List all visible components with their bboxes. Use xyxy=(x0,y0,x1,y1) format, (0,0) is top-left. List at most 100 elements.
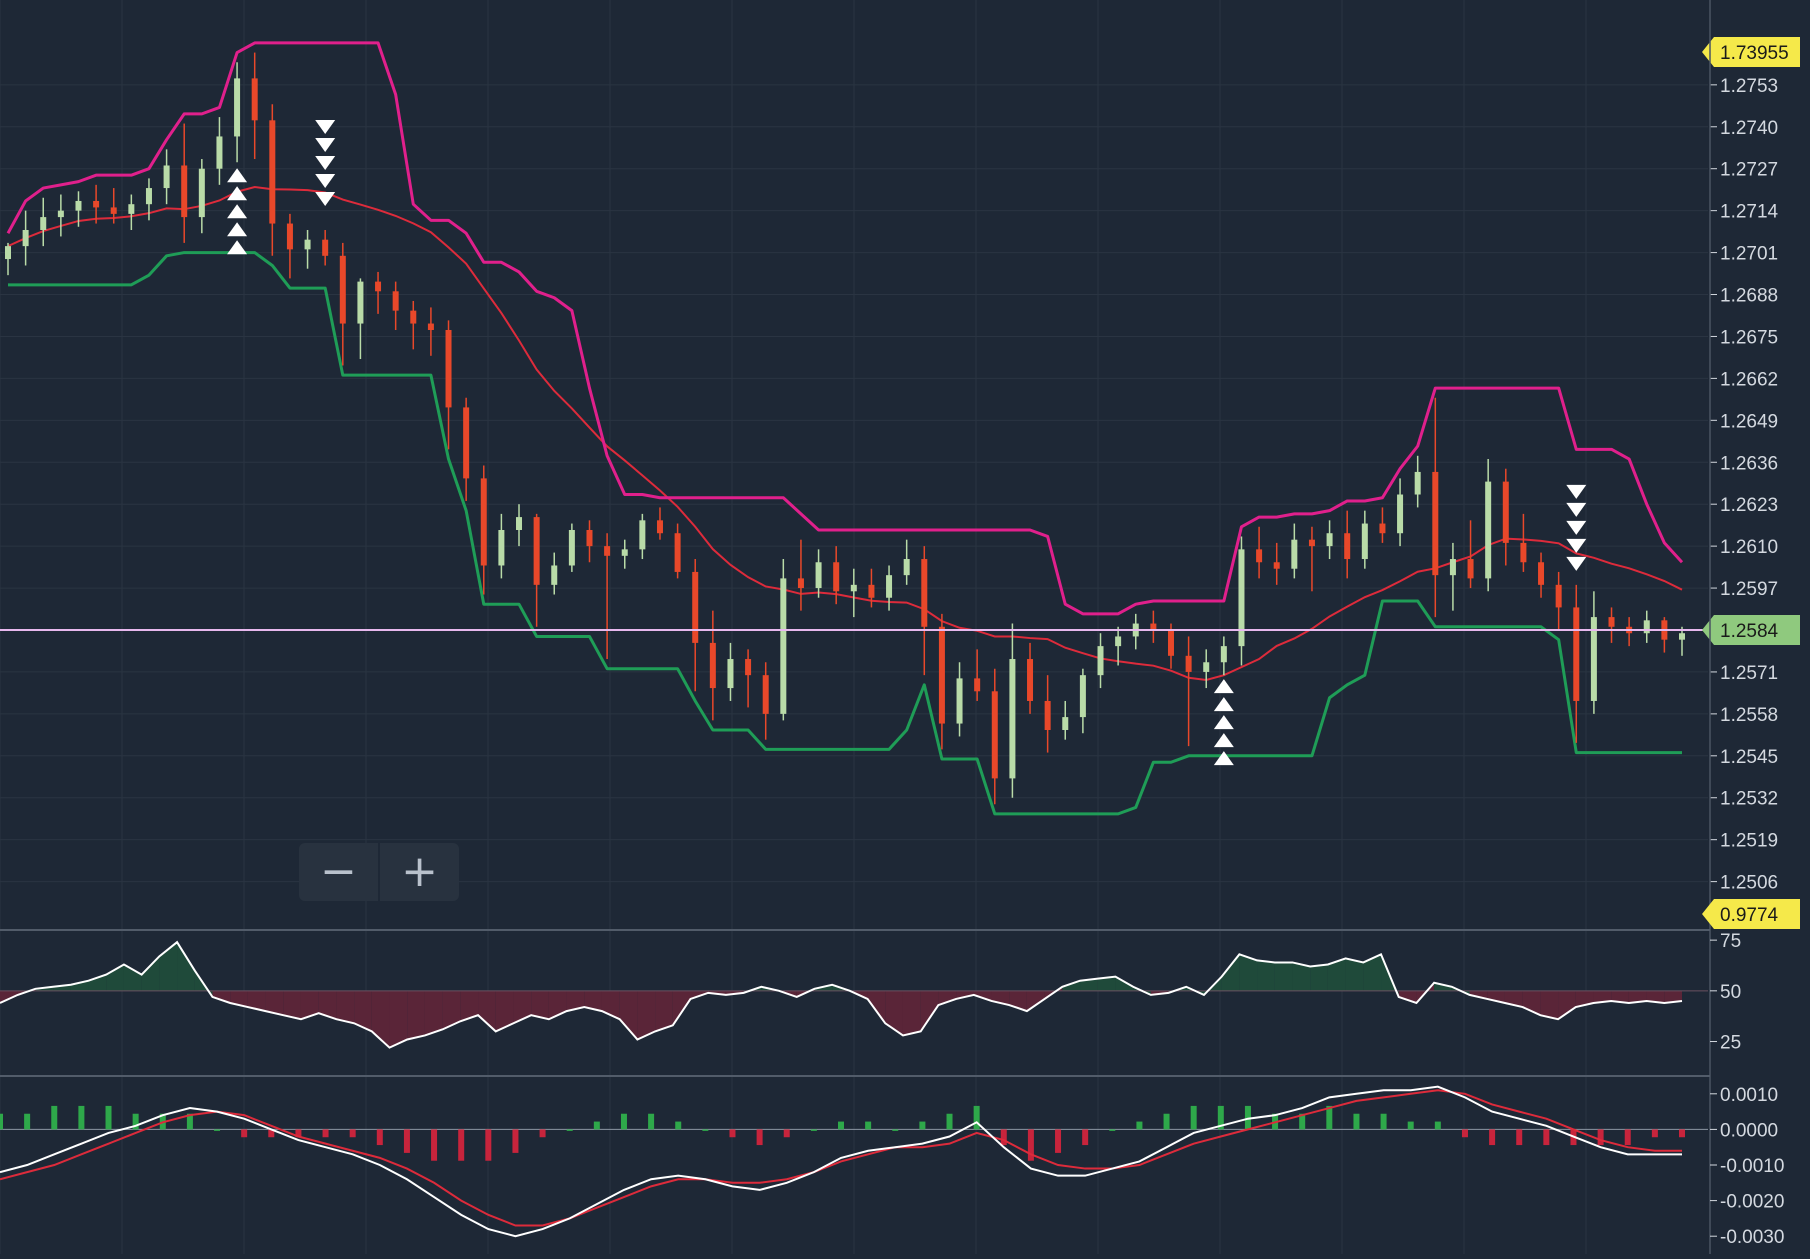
macd-histogram-bar xyxy=(24,1113,31,1130)
oscillator-area xyxy=(265,990,284,1016)
candle-body xyxy=(674,533,681,572)
oscillator-area xyxy=(1310,964,1328,991)
oscillator-area xyxy=(141,956,160,991)
price-axis-label: 1.2727 xyxy=(1720,160,1778,181)
candle-body xyxy=(1414,471,1421,495)
candle-body xyxy=(1379,523,1386,534)
oscillator-area xyxy=(389,990,408,1048)
candle-body xyxy=(656,520,663,534)
oscillator-area xyxy=(867,990,886,1024)
current-price-tag: 1.2584 xyxy=(1720,621,1779,642)
candle-body xyxy=(392,291,399,311)
candle-body xyxy=(1608,617,1615,627)
macd-histogram-bar xyxy=(593,1121,600,1130)
candle-body xyxy=(269,120,276,224)
candle-body xyxy=(692,571,699,643)
price-axis-label: 1.2623 xyxy=(1720,495,1778,516)
macd-histogram-bar xyxy=(1353,1113,1360,1130)
oscillator-area xyxy=(283,990,301,1020)
oscillator-line xyxy=(0,940,1683,1049)
oscillator-area xyxy=(637,990,656,1040)
macd-histogram-bar xyxy=(1055,1129,1062,1153)
macd-histogram-bar xyxy=(105,1105,112,1130)
candle-body xyxy=(1502,481,1509,543)
macd-histogram-bar xyxy=(295,1129,302,1138)
candle-body xyxy=(463,407,470,479)
candle-body xyxy=(57,210,64,218)
price-axis-label: 1.2740 xyxy=(1720,118,1778,139)
oscillator-area xyxy=(1345,958,1364,991)
oscillator-area xyxy=(885,990,903,1036)
price-axis-label: 1.2571 xyxy=(1720,663,1778,684)
price-axis-label: 1.2636 xyxy=(1720,453,1778,474)
candle-body xyxy=(533,517,540,585)
oscillator-area xyxy=(123,964,142,991)
candle-body xyxy=(110,207,117,214)
oscillator-area xyxy=(70,980,89,991)
buy-signal-arrow-icon xyxy=(1213,751,1234,766)
oscillator-area xyxy=(88,974,107,991)
candle-body xyxy=(375,281,382,292)
macd-histogram-bar xyxy=(756,1129,763,1146)
candle-body xyxy=(886,575,893,598)
candle-body xyxy=(1679,633,1685,640)
oscillator-area xyxy=(902,990,921,1036)
candle-body xyxy=(586,530,593,547)
oscillator-area xyxy=(1540,990,1559,1020)
candle-body xyxy=(1027,659,1034,701)
oscillator-area xyxy=(53,984,71,991)
candle-body xyxy=(1256,549,1263,563)
candle-body xyxy=(445,330,452,408)
candle-body xyxy=(427,323,434,330)
candle-body xyxy=(850,584,857,592)
macd-axis-label: 0.0010 xyxy=(1720,1085,1778,1106)
macd-histogram-bar xyxy=(1163,1113,1170,1130)
oscillator-area xyxy=(1646,990,1665,1003)
candle-body xyxy=(1573,607,1580,701)
sell-signal-arrow-icon xyxy=(315,174,336,188)
oscillator-area xyxy=(247,990,266,1012)
oscillator-area xyxy=(424,990,443,1036)
candle-body xyxy=(568,530,575,566)
zoom-out-button[interactable]: − xyxy=(299,843,380,901)
buy-signal-arrow-icon xyxy=(1213,715,1234,730)
candle-body xyxy=(604,546,611,556)
candle-body xyxy=(516,517,523,530)
candle-body xyxy=(621,549,628,556)
candle-body xyxy=(1009,659,1016,779)
oscillator-area xyxy=(495,990,514,1032)
price-axis-label: 1.2532 xyxy=(1720,789,1778,810)
oscillator-area xyxy=(1292,962,1311,991)
macd-histogram-bar xyxy=(1461,1129,1468,1138)
candle-body xyxy=(1520,542,1527,563)
macd-histogram-bar xyxy=(376,1129,383,1146)
macd-histogram-bar xyxy=(268,1129,275,1138)
oscillator-area xyxy=(1664,990,1682,1003)
buy-signal-arrow-icon xyxy=(227,204,248,219)
candle-body xyxy=(938,626,945,724)
candle-body xyxy=(1079,675,1086,718)
candle-body xyxy=(251,78,258,121)
macd-histogram-bar xyxy=(838,1121,844,1130)
macd-histogram-bar xyxy=(458,1129,465,1161)
macd-histogram-bar xyxy=(946,1113,953,1130)
candle-body xyxy=(40,217,47,230)
oscillator-area xyxy=(371,990,390,1048)
candle-body xyxy=(1467,559,1474,579)
macd-histogram-bar xyxy=(1109,1129,1116,1131)
oscillator-area xyxy=(584,990,602,1012)
price-axis-label: 1.2545 xyxy=(1720,747,1778,768)
oscillator-area xyxy=(1026,990,1045,1012)
macd-histogram-bar xyxy=(892,1129,899,1131)
zoom-in-button[interactable]: + xyxy=(401,846,438,897)
candle-body xyxy=(1397,494,1404,534)
oscillator-area xyxy=(672,990,691,1026)
candle-body xyxy=(1097,646,1104,676)
candle-body xyxy=(797,578,804,589)
macd-histogram-bar xyxy=(512,1129,519,1153)
candle-body xyxy=(833,562,840,592)
candle-body xyxy=(163,165,170,189)
macd-histogram-bar xyxy=(1326,1105,1333,1130)
